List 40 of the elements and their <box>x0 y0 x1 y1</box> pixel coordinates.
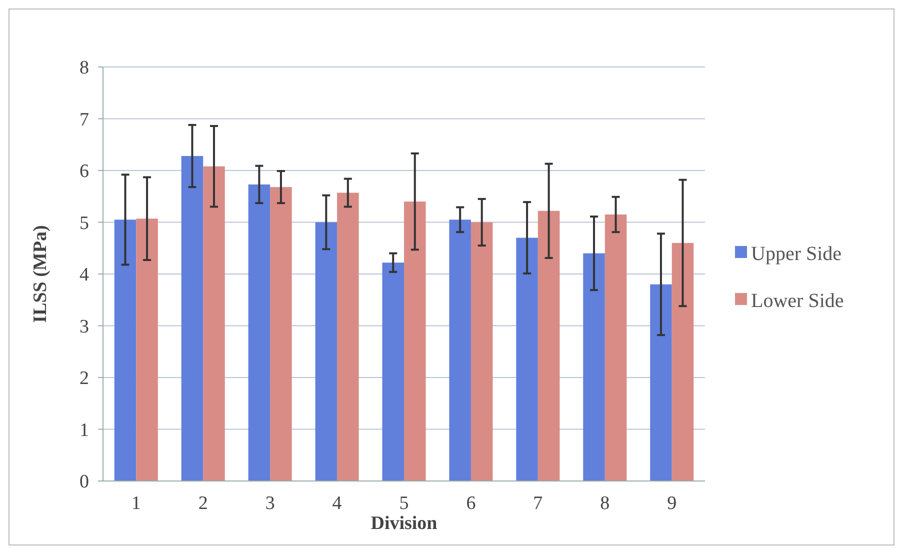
bar <box>382 262 404 481</box>
y-tick-label: 4 <box>80 264 90 286</box>
x-tick-label: 2 <box>198 493 208 514</box>
y-tick-label: 5 <box>80 212 89 234</box>
y-tick-label: 7 <box>80 109 89 130</box>
bar <box>181 156 204 481</box>
x-axis-title: Division <box>370 513 438 534</box>
x-tick-label: 4 <box>332 493 342 514</box>
bar <box>650 284 672 481</box>
bar <box>604 214 627 481</box>
x-tick-label: 5 <box>399 493 409 514</box>
x-tick-label: 7 <box>533 493 543 514</box>
bar <box>470 222 493 481</box>
y-tick-label: 6 <box>80 161 89 182</box>
x-tick-label: 1 <box>131 493 141 514</box>
bar <box>114 220 136 481</box>
bar <box>672 242 694 481</box>
x-tick-label: 9 <box>667 493 677 514</box>
bar <box>516 238 538 481</box>
bar <box>404 202 426 481</box>
y-tick-label: 8 <box>80 58 89 79</box>
legend-label: Upper Side <box>751 243 842 265</box>
y-axis-title: ILSS (MPa) <box>30 225 51 323</box>
bar <box>203 166 225 481</box>
bar <box>538 210 560 481</box>
bar <box>315 222 338 481</box>
bar <box>337 192 359 481</box>
bar <box>270 187 292 481</box>
y-tick-label: 2 <box>80 368 89 390</box>
bar <box>136 218 158 481</box>
legend-label: Lower Side <box>751 290 844 312</box>
y-tick-label: 0 <box>80 472 89 493</box>
bar <box>583 253 605 481</box>
bar <box>248 184 270 481</box>
y-tick-label: 1 <box>80 420 89 441</box>
x-tick-label: 8 <box>600 493 610 514</box>
bar <box>449 220 471 481</box>
x-tick-label: 3 <box>265 493 275 514</box>
y-tick-label: 3 <box>80 316 89 338</box>
x-tick-label: 6 <box>466 493 476 514</box>
